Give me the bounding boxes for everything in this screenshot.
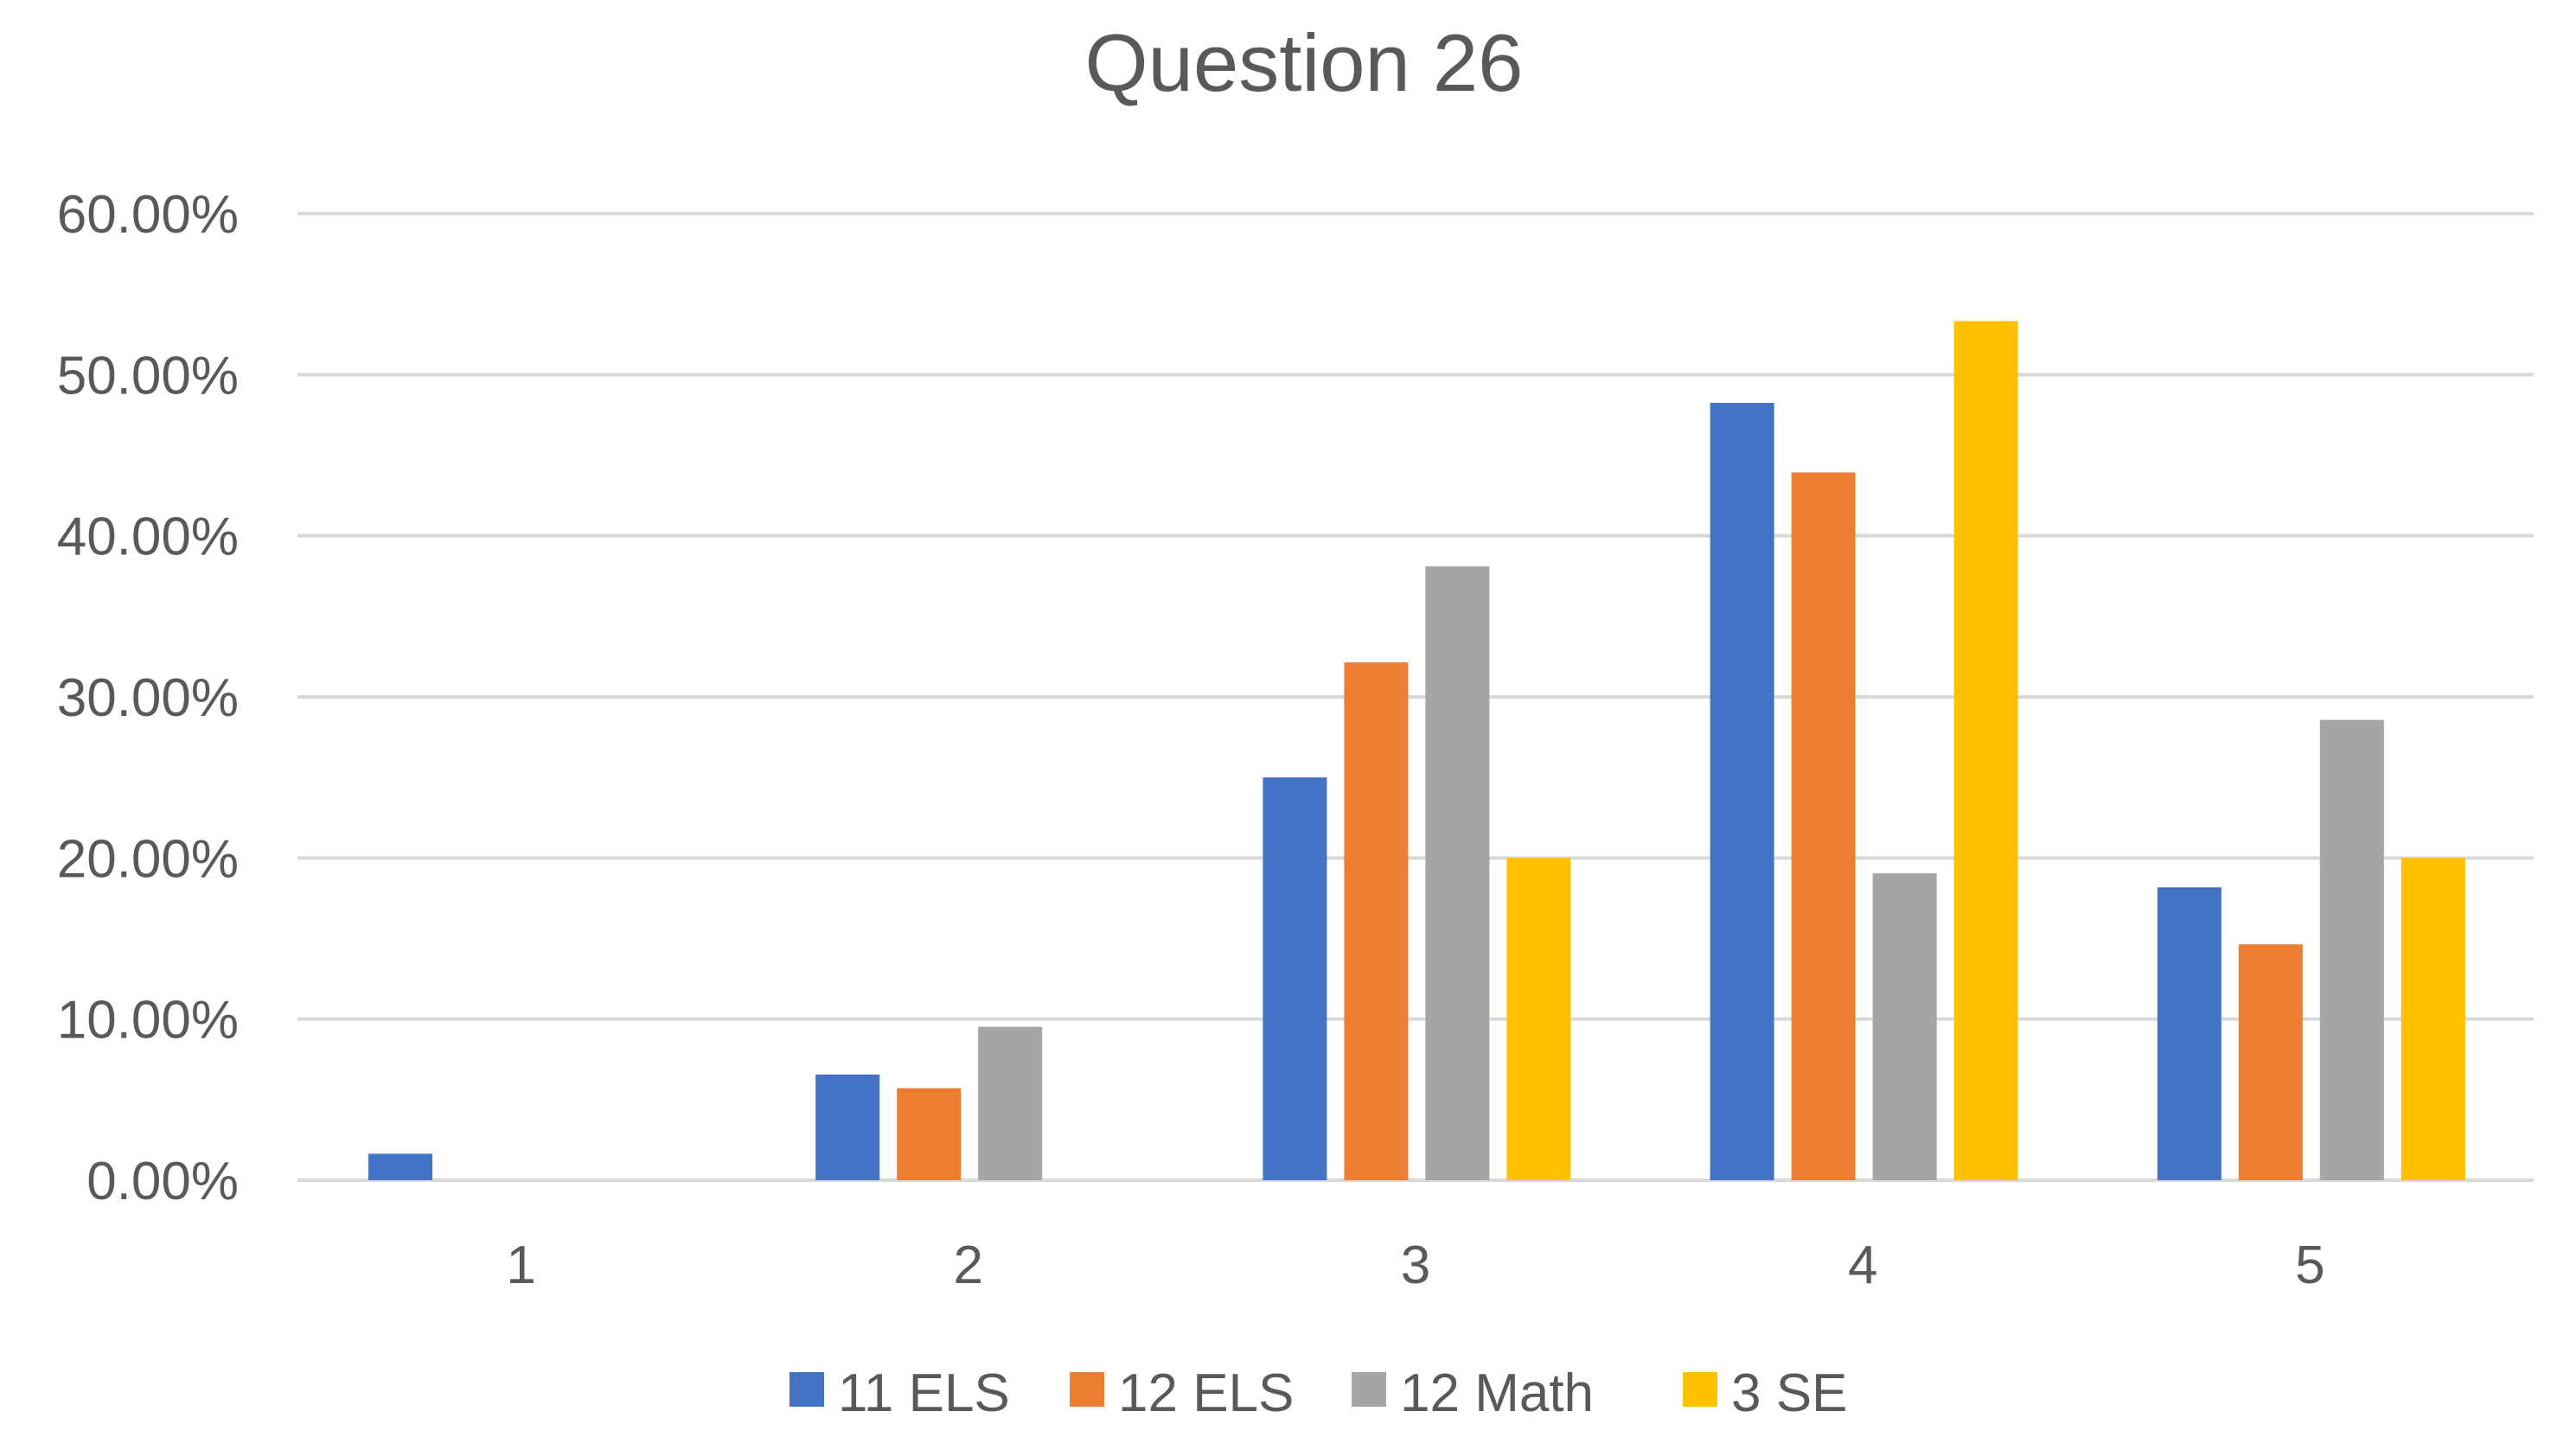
legend: 11 ELS 12 ELS 12 Math 3 SE	[790, 1363, 1847, 1423]
bar	[2401, 858, 2465, 1180]
bar	[897, 1088, 962, 1180]
bar	[978, 1026, 1043, 1180]
bar	[1263, 777, 1327, 1180]
y-tick-label: 10.00%	[57, 991, 239, 1050]
legend-swatch	[790, 1372, 824, 1407]
legend-swatch	[1352, 1372, 1386, 1407]
y-tick-label: 0.00%	[86, 1152, 239, 1211]
x-tick-label: 4	[1848, 1236, 1877, 1295]
bar	[815, 1074, 880, 1180]
y-tick-label: 60.00%	[57, 185, 239, 245]
bar	[1710, 402, 1774, 1181]
bar	[2238, 944, 2303, 1180]
bar	[1872, 873, 1937, 1180]
x-tick-label: 2	[954, 1236, 983, 1295]
bar	[1506, 858, 1571, 1180]
bar	[2319, 719, 2384, 1180]
y-tick-label: 40.00%	[57, 508, 239, 567]
gridlines	[297, 212, 2534, 1182]
y-tick-label: 50.00%	[57, 346, 239, 406]
y-axis-tick-labels: 0.00% 10.00% 20.00% 30.00% 40.00% 50.00% 60.00…	[57, 185, 239, 1211]
x-tick-label: 3	[1401, 1236, 1430, 1295]
x-axis-tick-labels: 1 2 3 4 5	[506, 1236, 2324, 1295]
bars	[368, 321, 2465, 1181]
bar	[2157, 887, 2222, 1180]
y-tick-label: 20.00%	[57, 829, 239, 889]
x-tick-label: 5	[2295, 1236, 2324, 1295]
legend-swatch	[1683, 1372, 1717, 1407]
legend-swatch	[1070, 1372, 1104, 1407]
y-tick-label: 30.00%	[57, 668, 239, 728]
legend-label: 12 Math	[1400, 1363, 1594, 1423]
bar	[1791, 472, 1856, 1180]
bar	[1425, 566, 1490, 1180]
legend-label: 3 SE	[1731, 1363, 1847, 1423]
bar	[1344, 662, 1409, 1180]
legend-label: 11 ELS	[838, 1363, 1010, 1423]
bar	[368, 1153, 432, 1180]
bar	[1953, 321, 2018, 1181]
chart-title: Question 26	[1085, 17, 1524, 108]
legend-label: 12 ELS	[1118, 1363, 1294, 1423]
x-tick-label: 1	[506, 1236, 535, 1295]
